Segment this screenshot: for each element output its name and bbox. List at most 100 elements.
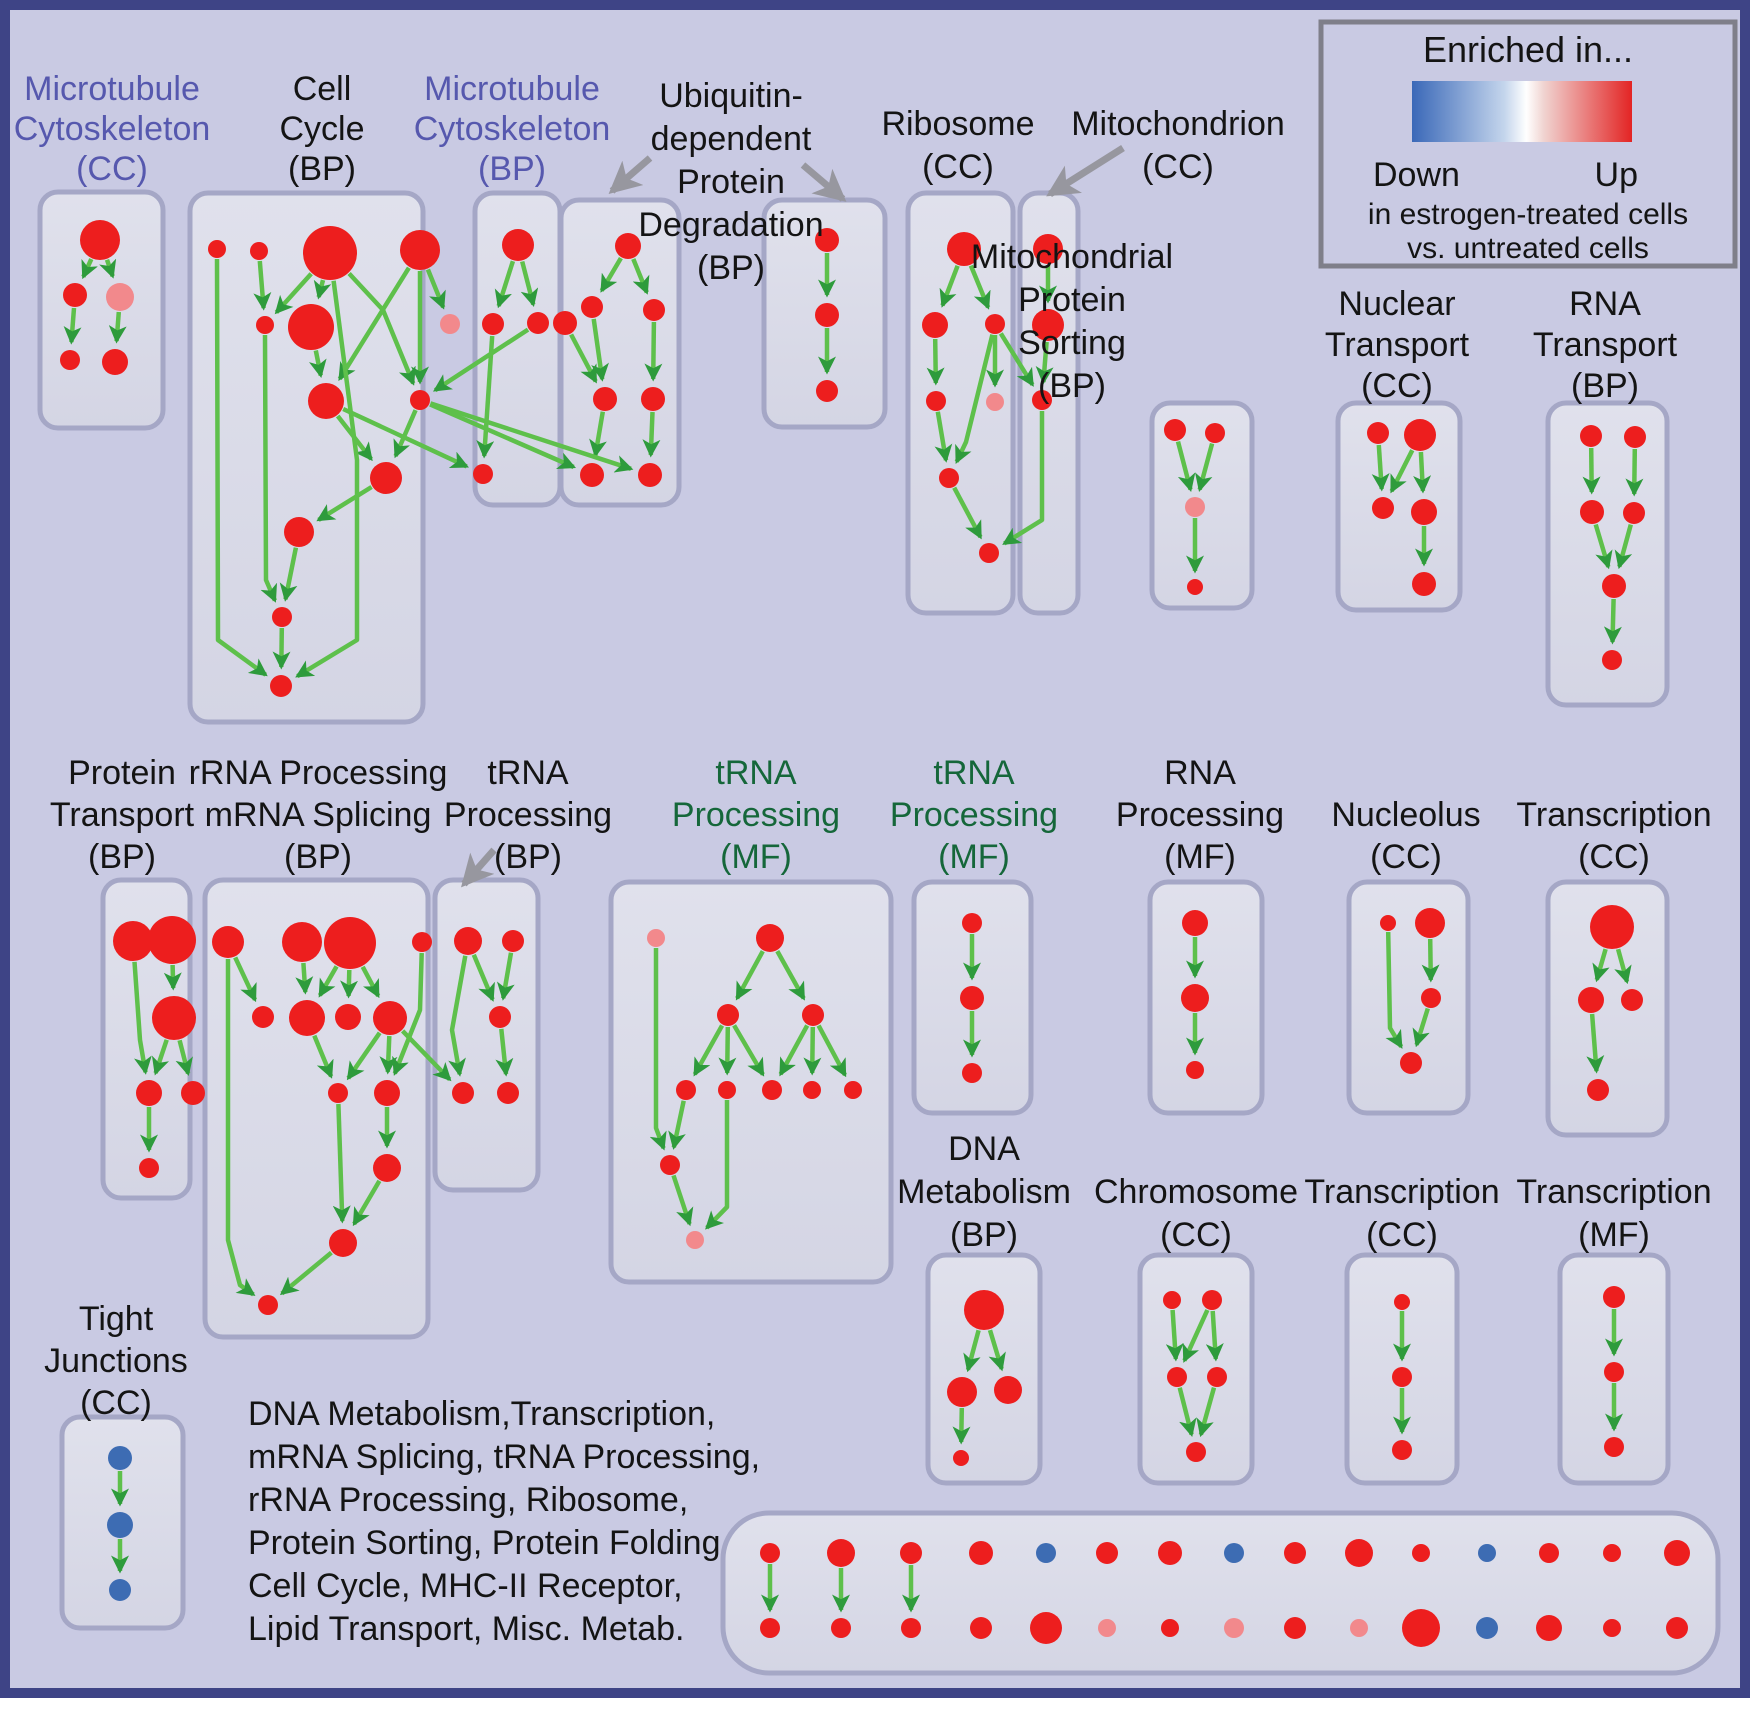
edge-cell-cycle-bp [316, 485, 373, 522]
go-term-node [1412, 1544, 1430, 1562]
go-term-node [1539, 1543, 1559, 1563]
cluster-label-transcription-mf: (MF) [1578, 1216, 1650, 1254]
go-term-node [63, 283, 87, 307]
go-term-node [1536, 1615, 1562, 1641]
cluster-label-cell-cycle-bp: (BP) [288, 150, 356, 188]
cluster-label-microtubule-cytoskeleton-cc: Cytoskeleton [14, 110, 211, 148]
cluster-label-mitochondrion-cc: (CC) [1142, 148, 1214, 186]
go-term-node [1602, 574, 1626, 598]
edge-protein-transport-bp [151, 1039, 170, 1076]
go-term-node [1587, 1079, 1609, 1101]
cluster-label-rrna-processing-mrna-splicing-bp: (BP) [284, 838, 352, 876]
cluster-label-protein-transport-bp: Protein [68, 754, 176, 792]
go-term-node [252, 1006, 274, 1028]
go-term-node [1394, 1294, 1410, 1310]
go-term-node [717, 1004, 739, 1026]
edge-transcription-cc-mid [1614, 948, 1632, 985]
edge-trna-processing-bp [448, 955, 468, 1077]
go-term-node [964, 1290, 1004, 1330]
merged-clusters-text-line: Cell Cycle, MHC-II Receptor, [248, 1567, 683, 1605]
go-term-node [109, 1579, 131, 1601]
edge-rrna-processing-mrna-splicing-bp [312, 1034, 334, 1079]
go-term-node [1167, 1367, 1187, 1387]
go-term-node [643, 299, 665, 321]
edge-ubiquitin-degradation-bp-a [642, 411, 661, 458]
cluster-label-rna-transport-bp: (BP) [1571, 367, 1639, 405]
edge-ubiquitin-degradation-bp-a [631, 258, 650, 295]
edge-microtubule-cytoskeleton-cc [63, 307, 82, 345]
go-term-node [107, 1512, 133, 1538]
go-term-node [527, 312, 549, 334]
edge-rrna-processing-mrna-splicing-bp [233, 956, 258, 1003]
cluster-box-dna-metabolism-bp [925, 1252, 1043, 1486]
edge-rrna-processing-mrna-splicing-bp [225, 959, 256, 1297]
edge-mitochondrial-protein-sorting-bp [1195, 443, 1215, 493]
go-term-node [1590, 905, 1634, 949]
go-term-node [962, 1063, 982, 1083]
legend-title: Enriched in... [1423, 29, 1633, 70]
edge-nucleolus-cc [1385, 931, 1404, 1049]
cluster-label-mitochondrial-protein-sorting-bp: Mitochondrial [971, 238, 1173, 276]
legend-box [1318, 19, 1738, 269]
go-term-node [926, 391, 946, 411]
edge-rrna-processing-mrna-splicing-bp [346, 1031, 382, 1081]
cluster-label-ubiquitin-degradation-bp-a: dependent [651, 120, 812, 158]
go-term-node [1580, 500, 1604, 524]
cross-edge [342, 406, 469, 469]
go-term-node [901, 1618, 921, 1638]
cluster-box-cell-cycle-bp [187, 190, 426, 725]
go-term-node [844, 1081, 862, 1099]
go-term-node [270, 675, 292, 697]
go-term-node [148, 916, 196, 964]
label-pointer-arrow [800, 162, 847, 202]
edge-trna-processing-bp [495, 1028, 514, 1077]
go-term-node [329, 1229, 357, 1257]
cluster-label-tight-junctions-cc: (CC) [80, 1384, 152, 1422]
cluster-label-transcription-cc-bottom: (CC) [1366, 1216, 1438, 1254]
edge-microtubule-cytoskeleton-cc [108, 311, 127, 344]
edge-trna-processing-mf-large [735, 950, 765, 1001]
cluster-box-nuclear-transport-cc [1335, 400, 1463, 613]
edge-rna-transport-bp [1603, 598, 1622, 645]
go-term-node [1402, 1609, 1440, 1647]
edge-chromosome-cc [1177, 1387, 1197, 1438]
cluster-label-trna-processing-bp: (BP) [494, 838, 562, 876]
cluster-label-dna-metabolism-bp: DNA [948, 1130, 1020, 1168]
cluster-label-rna-processing-mf: RNA [1164, 754, 1236, 792]
cluster-label-rrna-processing-mrna-splicing-bp: mRNA Splicing [205, 796, 432, 834]
go-term-node [335, 1004, 361, 1030]
go-term-node [181, 1081, 205, 1105]
edge-protein-transport-bp [163, 964, 182, 991]
cluster-label-nuclear-transport-cc: (CC) [1361, 367, 1433, 405]
go-term-node [947, 232, 981, 266]
merged-clusters-text-line: Lipid Transport, Misc. Metab. [248, 1610, 685, 1648]
cluster-label-ribosome-cc: Ribosome [881, 105, 1034, 143]
go-term-node [641, 387, 665, 411]
cluster-label-rna-transport-bp: Transport [1533, 326, 1678, 364]
go-term-node [756, 924, 784, 952]
go-term-node [1207, 1367, 1227, 1387]
cluster-label-mitochondrial-protein-sorting-bp: (BP) [1038, 367, 1106, 405]
go-term-node [440, 314, 460, 334]
cluster-label-rna-processing-mf: Processing [1116, 796, 1284, 834]
edge-trna-processing-mf-large [692, 1024, 725, 1077]
edge-cell-cycle-bp [313, 279, 332, 300]
cluster-label-trna-processing-mf-large: Processing [672, 796, 840, 834]
edge-nucleolus-cc [1412, 1007, 1430, 1048]
go-term-node [1478, 1544, 1496, 1562]
go-term-node [1186, 1061, 1204, 1079]
edge-rrna-processing-mrna-splicing-bp [279, 1250, 333, 1296]
go-term-node [1350, 1619, 1368, 1637]
go-term-node [139, 1158, 159, 1178]
go-term-node [1578, 987, 1604, 1013]
go-term-node [412, 932, 432, 952]
go-term-node [615, 233, 641, 259]
go-term-node [136, 1080, 162, 1106]
go-term-node [1415, 908, 1445, 938]
go-term-node [1666, 1617, 1688, 1639]
edge-ribosome-cc [968, 264, 991, 310]
cluster-box-chromosome-cc [1137, 1252, 1255, 1486]
cluster-label-microtubule-cytoskeleton-bp: Microtubule [424, 70, 600, 108]
edge-rrna-processing-mrna-splicing-bp [352, 1179, 382, 1227]
go-term-node [815, 303, 839, 327]
